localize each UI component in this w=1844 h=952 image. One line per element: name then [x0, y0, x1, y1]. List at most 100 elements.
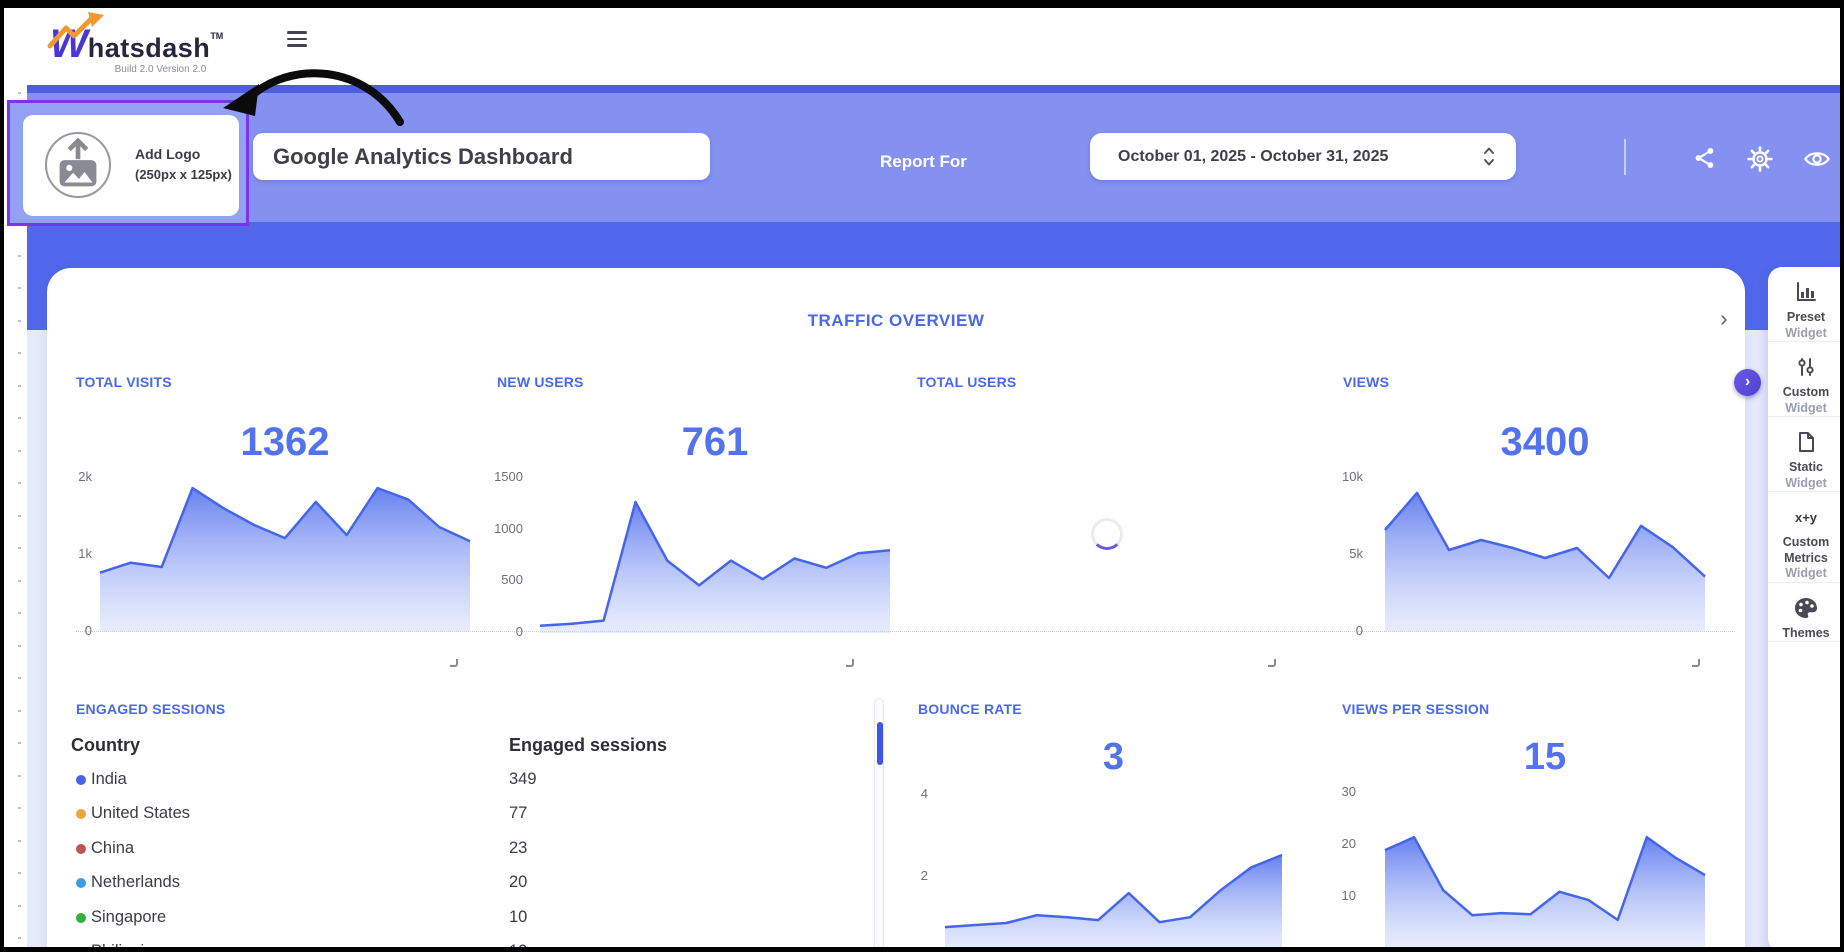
country-label: Singapore	[91, 907, 167, 926]
country-dot	[76, 878, 86, 889]
ruler-dot	[18, 904, 21, 907]
ruler-dot	[18, 937, 21, 939]
section-title: TRAFFIC OVERVIEW	[807, 311, 985, 330]
header-top-strip	[27, 85, 1844, 93]
themes-icon	[1768, 596, 1844, 622]
table-row: United States 77	[76, 804, 676, 824]
headline-views: 3400	[1500, 420, 1590, 464]
table-col-country: Country	[71, 735, 140, 755]
widget-title-views: VIEWS	[1343, 374, 1390, 390]
chart-bounce-rate	[944, 853, 1283, 952]
ytick-views: 0	[1355, 623, 1363, 638]
country-label: Netherlands	[91, 873, 180, 892]
panel-item-custom-widget[interactable]: Custom Widget	[1768, 342, 1844, 417]
upload-image-icon	[45, 132, 111, 198]
widget-title-total-visits: TOTAL VISITS	[76, 374, 172, 390]
ytick-views-per-session: 10	[1341, 887, 1356, 903]
ytick-new-users: 500	[501, 572, 523, 588]
widget-title-total-users: TOTAL USERS	[917, 374, 1017, 390]
brand-w: W	[50, 22, 88, 66]
widget-title-new-users: NEW USERS	[497, 374, 584, 390]
chart-total-visits	[99, 486, 471, 632]
resize-handle[interactable]	[1268, 659, 1276, 667]
add-logo-box[interactable]: Add Logo (250px x 125px)	[7, 100, 249, 226]
ruler-dot	[18, 514, 21, 517]
country-value: 23	[509, 838, 528, 857]
ytick-total-visits: 2k	[78, 469, 92, 485]
panel-next-button[interactable]: ›	[1734, 369, 1761, 396]
ruler-dot	[18, 417, 21, 419]
ruler-dot	[18, 579, 21, 582]
table-scrollbar-track[interactable]	[874, 698, 884, 952]
panel-item-custom-metrics-widget[interactable]: x+y Custom Metrics Widget	[1768, 492, 1844, 583]
table-scrollbar-thumb[interactable]	[877, 722, 883, 765]
table-col-value: Engaged sessions	[509, 735, 668, 755]
ruler-dot	[18, 612, 21, 614]
add-logo-size: (250px x 125px)	[135, 167, 232, 182]
ytick-total-visits: 1k	[78, 546, 92, 562]
country-label: United States	[91, 804, 191, 823]
headline-new-users: 761	[681, 420, 749, 464]
collapse-chevron-icon[interactable]: ›	[1720, 305, 1728, 331]
panel-item-themes[interactable]: Themes	[1768, 583, 1844, 642]
widget-title-engaged-sessions: ENGAGED SESSIONS	[76, 701, 226, 717]
date-range-value: October 01, 2025 - October 31, 2025	[1118, 148, 1389, 165]
custom-widget-icon	[1768, 355, 1844, 381]
date-range-select[interactable]: October 01, 2025 - October 31, 2025	[1090, 133, 1516, 180]
resize-handle[interactable]	[1692, 659, 1700, 667]
ruler-dot	[18, 287, 21, 289]
ruler-dot	[18, 644, 21, 647]
ruler-dot	[18, 547, 21, 549]
ytick-bounce-rate: 4	[920, 786, 928, 802]
share-button[interactable]	[1692, 145, 1722, 175]
brand-subtitle: Build 2.0 Version 2.0	[114, 64, 207, 75]
country-value: 20	[509, 873, 528, 892]
brand-text: hatsdash	[87, 33, 211, 63]
ruler-dot	[18, 774, 21, 777]
hamburger-menu-icon[interactable]	[287, 31, 307, 48]
ruler-dot	[18, 807, 21, 809]
report-for-label: Report For	[880, 152, 967, 171]
panel-item-label: Metrics	[1784, 550, 1828, 565]
widget-panel: Preset Widget Custom Widget Static Widget x+y C…	[1768, 267, 1844, 952]
ytick-views: 5k	[1349, 546, 1363, 562]
country-dot	[76, 843, 86, 854]
ruler-dot	[18, 872, 21, 874]
preview-eye-icon[interactable]	[1803, 147, 1833, 177]
ytick-new-users: 1500	[494, 468, 523, 484]
ruler-dot	[18, 92, 21, 94]
brand-logo: WhatsdashTM	[50, 22, 223, 66]
widget-title-bounce-rate: BOUNCE RATE	[918, 701, 1022, 717]
headline-views-per-session: 15	[1523, 736, 1567, 778]
country-label: India	[91, 770, 127, 788]
panel-item-label: Widget	[1785, 400, 1827, 415]
ruler-dot	[18, 839, 21, 842]
country-value: 10	[509, 907, 528, 926]
panel-item-label: Themes	[1782, 625, 1830, 640]
country-value: 77	[509, 804, 528, 823]
chart-new-users	[539, 500, 891, 633]
widget-title-views-per-session: VIEWS PER SESSION	[1342, 701, 1490, 717]
ruler-dot	[18, 449, 21, 452]
panel-item-label: Custom	[1782, 535, 1830, 549]
ytick-total-visits: 0	[84, 623, 92, 638]
header-divider	[1624, 139, 1626, 175]
panel-item-static-widget[interactable]: Static Widget	[1768, 417, 1844, 492]
table-row: Singapore 10	[76, 908, 676, 928]
country-label: China	[91, 838, 135, 857]
panel-item-preset-widget[interactable]: Preset Widget	[1768, 267, 1844, 342]
ruler-dot	[18, 254, 21, 257]
resize-handle[interactable]	[846, 659, 854, 667]
panel-item-label: Widget	[1785, 566, 1827, 580]
table-row: Netherlands 20	[76, 873, 676, 893]
add-logo-inner: Add Logo (250px x 125px)	[23, 115, 239, 216]
custom-metrics-icon: x+y	[1794, 510, 1818, 525]
settings-gear-icon[interactable]	[1746, 145, 1776, 175]
loading-spinner	[1091, 518, 1123, 550]
chart-views	[1384, 491, 1706, 632]
resize-handle[interactable]	[450, 659, 458, 667]
panel-item-label: Custom	[1782, 385, 1830, 399]
ruler-dot	[18, 709, 21, 712]
dashboard-title-input[interactable]	[253, 133, 710, 180]
